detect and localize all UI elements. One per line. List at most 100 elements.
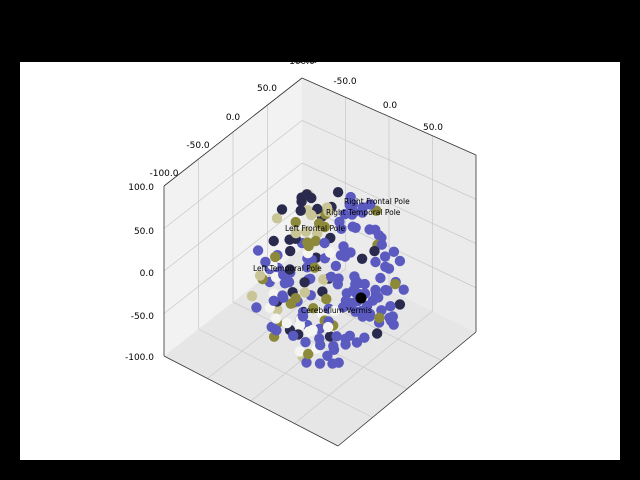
data-point — [333, 357, 344, 368]
data-point — [315, 339, 326, 351]
data-point — [374, 312, 385, 323]
data-point — [394, 255, 406, 267]
axis-x-top — [163, 77, 303, 187]
data-point — [299, 277, 310, 288]
data-point — [344, 199, 355, 211]
data-point — [380, 284, 391, 296]
y-tick-label: -100.0 — [149, 169, 178, 179]
data-point — [290, 216, 301, 228]
axis-y-top — [301, 77, 477, 156]
data-point — [359, 332, 370, 343]
data-point — [340, 339, 351, 350]
data-point — [335, 250, 347, 261]
data-point — [359, 278, 370, 290]
data-point — [303, 348, 314, 360]
grid-left-h-2 — [163, 205, 303, 314]
grid-right-h-0 — [301, 120, 477, 200]
y-tick-label: 50.0 — [423, 123, 443, 133]
z-tick-label: 100.0 — [128, 183, 154, 193]
data-point — [328, 340, 339, 352]
y-tick-label: 0.0 — [383, 101, 398, 111]
data-point — [271, 325, 282, 336]
data-point — [303, 240, 314, 252]
data-point — [398, 284, 409, 295]
data-point — [251, 302, 262, 313]
data-point — [369, 245, 380, 257]
data-point — [278, 292, 289, 303]
x-tick-label: 0.0 — [226, 113, 241, 123]
x-tick-label: -50.0 — [186, 141, 210, 151]
data-point — [300, 226, 312, 237]
data-point — [383, 263, 395, 274]
z-tick-label: -100.0 — [125, 353, 154, 363]
data-point — [268, 295, 279, 306]
grid-left-h-1 — [163, 162, 303, 272]
data-point — [351, 337, 363, 348]
data-point — [290, 228, 302, 239]
point-annotation: Left Temporal Pole — [253, 264, 322, 273]
data-point — [279, 278, 291, 289]
data-point — [300, 337, 311, 348]
data-point — [308, 303, 319, 314]
data-point — [370, 224, 381, 235]
axis-lines — [163, 77, 477, 447]
data-point — [313, 218, 325, 229]
data-point — [252, 245, 264, 256]
data-point — [332, 187, 344, 198]
data-point — [284, 264, 296, 275]
data-point — [301, 357, 312, 368]
grid-right-h-2 — [301, 205, 477, 289]
data-point — [344, 330, 355, 341]
data-point — [338, 241, 349, 252]
data-point — [379, 251, 391, 262]
data-point — [301, 189, 312, 200]
data-point — [288, 330, 299, 341]
data-point — [246, 290, 258, 302]
data-point — [254, 270, 266, 281]
point-annotation: Right Temporal Pole — [326, 208, 401, 217]
data-point — [314, 358, 326, 369]
y-axis-title: Ros–Cau — [291, 58, 317, 65]
data-point — [370, 256, 381, 268]
data-point — [322, 321, 334, 333]
data-points — [246, 187, 409, 369]
x-tick-label: 50.0 — [257, 84, 277, 94]
data-point — [270, 251, 281, 263]
data-point — [318, 274, 329, 285]
data-point — [295, 205, 306, 216]
point-annotations: Right Frontal Pole Right Temporal Pole Lef… — [253, 197, 410, 315]
x-tick-label: 100.0 — [289, 57, 315, 67]
data-point — [385, 301, 396, 312]
data-point — [271, 213, 283, 224]
data-point — [365, 199, 376, 210]
data-point — [306, 209, 317, 221]
data-point — [326, 271, 337, 282]
data-point — [330, 260, 342, 272]
data-point — [356, 305, 368, 316]
data-point — [339, 209, 350, 220]
data-point — [331, 331, 342, 342]
data-point — [309, 262, 320, 273]
data-point — [376, 239, 387, 250]
data-point — [329, 305, 340, 317]
grid-left-h-0 — [163, 120, 303, 229]
data-point — [349, 271, 360, 282]
data-point — [347, 221, 358, 232]
axis-floor-right — [337, 331, 477, 447]
grid-right-h-1 — [301, 162, 477, 244]
data-point — [285, 245, 296, 257]
z-tick-label: 0.0 — [140, 269, 155, 279]
data-point — [297, 311, 309, 322]
data-point — [321, 293, 332, 305]
data-point — [268, 235, 279, 247]
data-point — [347, 297, 358, 309]
data-point — [356, 253, 368, 264]
z-tick-label: -50.0 — [131, 312, 155, 322]
data-point — [357, 207, 368, 218]
data-point — [375, 272, 386, 284]
data-point — [364, 308, 376, 319]
data-point — [388, 246, 400, 257]
y-tick-label: -50.0 — [333, 77, 357, 87]
data-point — [276, 204, 288, 215]
